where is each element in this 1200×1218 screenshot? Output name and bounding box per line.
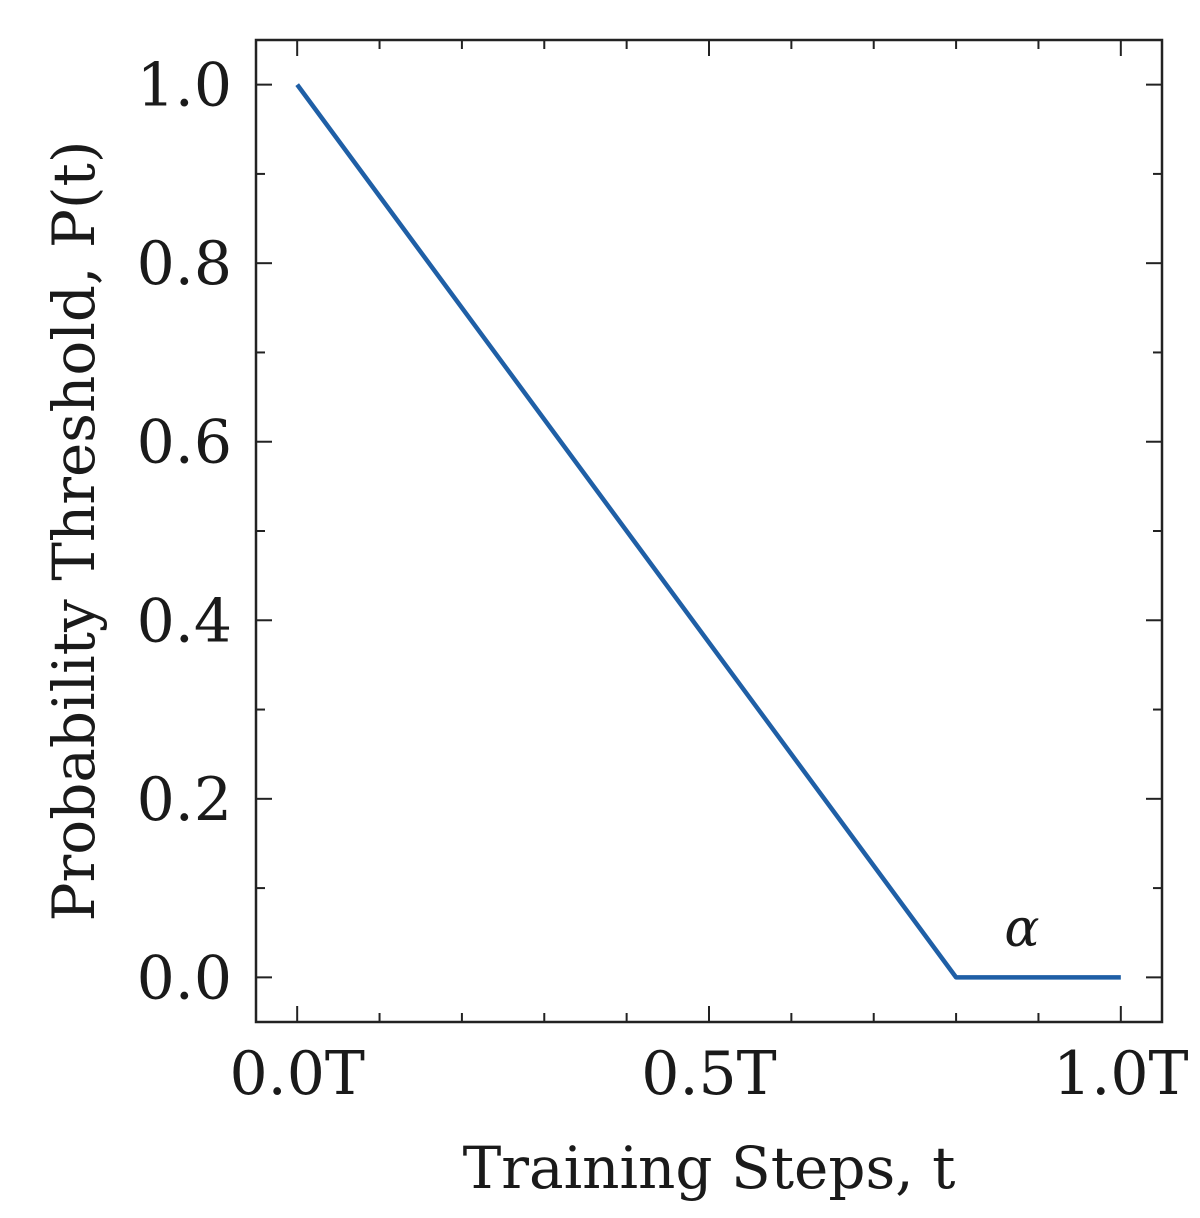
tick-labels: 0.0T 0.5T 1.0T 0.0 0.2 0.4 0.6 0.8 1.0 — [137, 51, 1189, 1109]
x-tick-label: 0.5T — [641, 1039, 776, 1109]
y-tick-label: 0.2 — [137, 765, 232, 835]
y-tick-label: 1.0 — [137, 51, 232, 121]
y-tick-label: 0.8 — [137, 229, 232, 299]
annotations: α — [1004, 899, 1039, 959]
x-tick-label: 1.0T — [1053, 1039, 1188, 1109]
y-axis-title: Probability Threshold, P(t) — [40, 141, 108, 922]
x-axis-title: Training Steps, t — [463, 1134, 956, 1202]
x-tick-label: 0.0T — [229, 1039, 364, 1109]
annotation-label: α — [1004, 899, 1039, 959]
y-tick-label: 0.4 — [137, 586, 232, 656]
series-line — [295, 83, 1121, 980]
axis-ticks — [256, 40, 1162, 1022]
series-group — [295, 83, 1121, 980]
y-tick-label: 0.0 — [137, 943, 232, 1013]
y-tick-label: 0.6 — [137, 408, 232, 478]
plot-frame — [254, 38, 1164, 1024]
